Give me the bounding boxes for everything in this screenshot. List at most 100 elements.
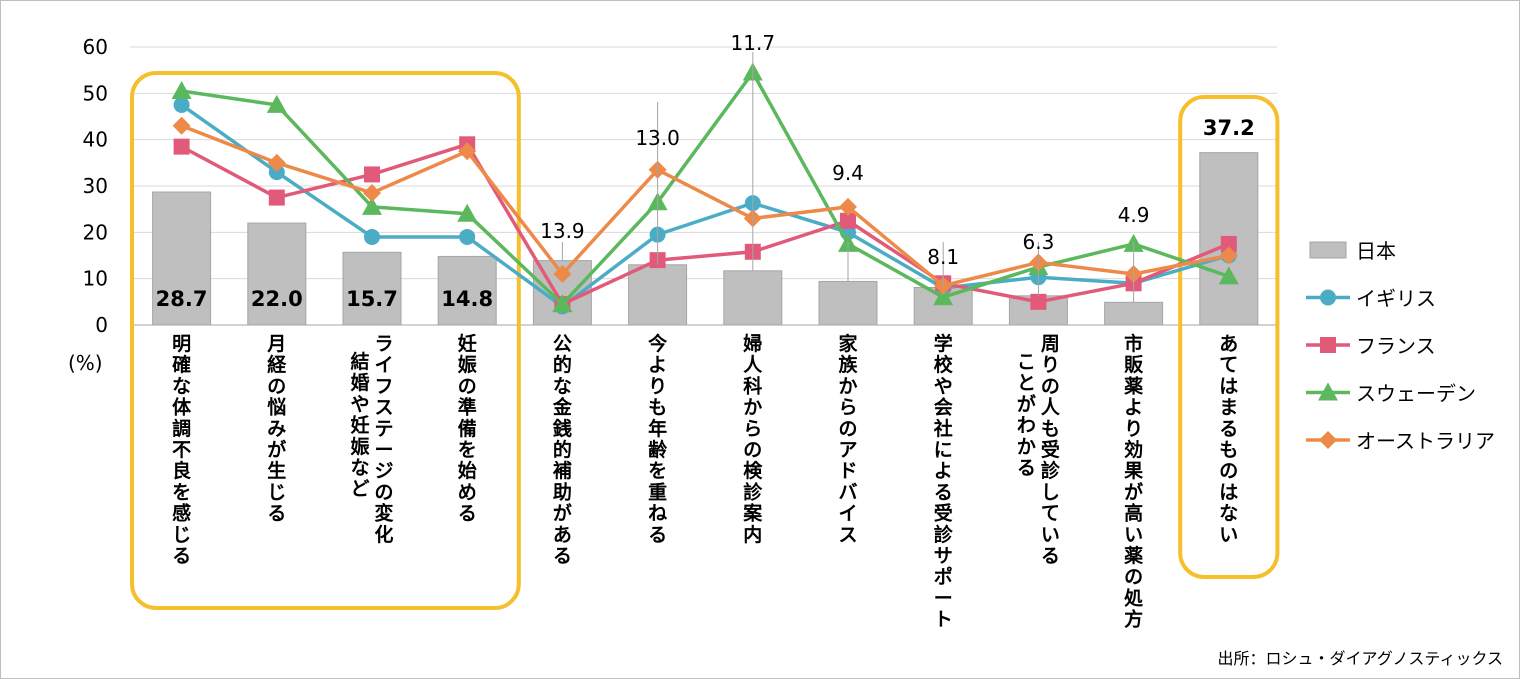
legend-label: フランス: [1356, 334, 1436, 358]
series-marker: [173, 96, 190, 113]
category-char: 月: [266, 333, 286, 355]
category-char: は: [1219, 375, 1238, 397]
category-char: じ: [267, 481, 286, 503]
category-char: の: [267, 375, 286, 397]
category-char: 重: [648, 481, 667, 503]
category-char: 学: [934, 332, 953, 355]
bar-value-label: 15.7: [346, 287, 398, 311]
category-char: 販: [1124, 354, 1144, 376]
category-char: も: [648, 397, 667, 419]
category-char: る: [934, 481, 953, 503]
bar-value-label: 37.2: [1203, 116, 1255, 140]
category-char: 公: [553, 333, 572, 355]
legend-marker: [1320, 337, 1336, 353]
series-marker: [1220, 235, 1237, 252]
bar: [152, 191, 212, 326]
category-char: よ: [934, 460, 953, 482]
category-char: な: [172, 375, 191, 397]
category-char: 齢: [648, 438, 668, 461]
category-char: イ: [838, 503, 857, 525]
category-char: こ: [1017, 351, 1036, 373]
category-char: り: [1124, 418, 1143, 440]
bar-value-label: 14.8: [441, 287, 493, 311]
category-char: 的: [553, 438, 572, 461]
category-char: 体: [172, 396, 192, 419]
highlight-box: [130, 71, 521, 610]
category-char: を: [458, 439, 477, 461]
category-char: 金: [552, 396, 573, 419]
category-char: 始: [458, 459, 477, 482]
category-char: 診: [934, 523, 954, 546]
y-tick-label: 10: [83, 267, 108, 291]
series-marker: [552, 294, 573, 313]
category-char: ら: [838, 397, 857, 419]
category-char: テ: [374, 418, 393, 440]
category-char: 確: [172, 353, 191, 376]
bar: [628, 264, 688, 326]
series-marker: [363, 183, 381, 202]
legend-label: イギリス: [1356, 287, 1436, 311]
category-char: て: [1041, 503, 1060, 525]
highlight-boxes: [130, 71, 1280, 610]
series-marker: [1030, 293, 1047, 310]
category-char: 人: [743, 354, 763, 376]
series-marker: [459, 228, 476, 245]
legend-item: 日本: [1309, 239, 1396, 263]
category-char: 受: [1041, 438, 1060, 461]
y-tick-label: 30: [83, 174, 108, 198]
legend-item: スウェーデン: [1306, 382, 1476, 406]
category-char: の: [1124, 566, 1143, 588]
category-char: て: [1219, 354, 1238, 376]
bar: [818, 280, 878, 326]
bar: [1104, 301, 1164, 326]
series-marker: [364, 166, 380, 183]
legend-label: スウェーデン: [1356, 382, 1476, 406]
line-series: [171, 62, 1239, 315]
category-char: 薬: [1123, 374, 1143, 397]
category-char: ど: [350, 478, 369, 500]
category-char: 家: [838, 332, 858, 355]
category-char: ス: [838, 524, 857, 546]
legend-marker: [1320, 289, 1336, 306]
category-char: 高: [1124, 502, 1143, 525]
series-marker: [266, 94, 287, 113]
category-char: の: [1041, 375, 1060, 397]
category-char: ド: [838, 460, 857, 482]
bar: [437, 255, 497, 326]
category-char: が: [1017, 392, 1036, 415]
legend-item: イギリス: [1306, 287, 1436, 311]
category-char: る: [1041, 545, 1060, 567]
category-char: み: [267, 418, 286, 440]
category-char: 化: [374, 523, 393, 546]
category-char: ら: [743, 418, 762, 440]
category-char: る: [458, 503, 477, 525]
category-char: な: [350, 457, 369, 479]
category-char: る: [172, 545, 191, 567]
series-marker: [171, 81, 192, 100]
category-char: 族: [838, 353, 858, 376]
y-axis-ticks: 0 10 20 30 40 50 60: [83, 35, 108, 337]
series-marker: [268, 189, 285, 206]
category-char: よ: [648, 354, 667, 376]
bar: [247, 222, 307, 326]
series-line: [180, 124, 1230, 288]
category-char: 的: [553, 353, 572, 376]
category-char: 校: [934, 353, 954, 376]
series-marker: [933, 287, 954, 306]
category-char: に: [934, 439, 953, 461]
series-marker: [457, 203, 478, 222]
category-char: 社: [933, 417, 953, 440]
category-char: 方: [1124, 608, 1143, 631]
category-char: 科: [743, 374, 762, 397]
y-tick-label: 40: [83, 128, 108, 152]
category-char: の: [458, 375, 477, 397]
category-char: 補: [552, 459, 572, 482]
category-char: か: [743, 397, 762, 419]
category-char: ポ: [934, 565, 953, 588]
bar-value-label: 8.1: [927, 245, 959, 269]
category-char: 内: [743, 523, 762, 546]
series-marker: [840, 212, 856, 229]
